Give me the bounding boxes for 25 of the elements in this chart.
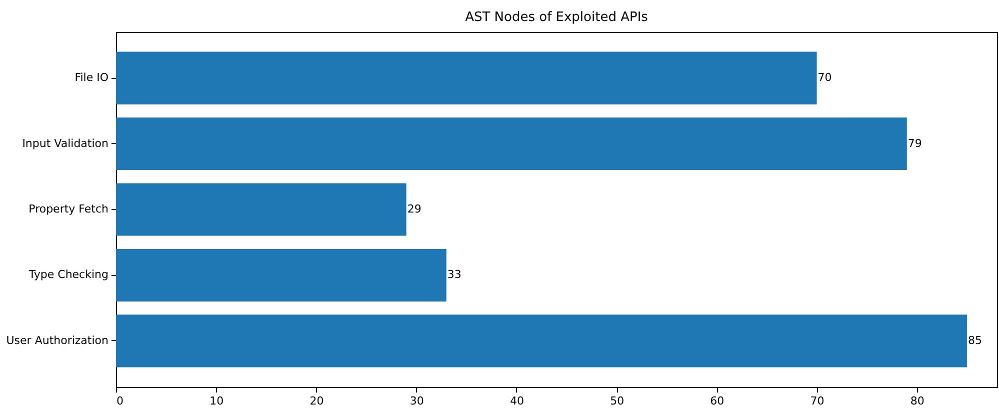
y-tick-label: Property Fetch <box>28 202 109 216</box>
data-label: 70 <box>818 71 832 84</box>
bar <box>116 52 817 104</box>
data-label: 33 <box>447 268 462 282</box>
bar <box>116 248 446 302</box>
x-tick-label: 50 <box>610 394 624 408</box>
data-label: 85 <box>968 334 982 347</box>
x-tick-label: 60 <box>710 394 724 408</box>
x-tick-label: 70 <box>810 394 824 408</box>
data-label: 29 <box>407 202 422 216</box>
y-tick-label: User Authorization <box>6 334 109 347</box>
x-tick-label: 10 <box>210 394 224 408</box>
x-tick-label: 0 <box>116 394 124 408</box>
x-tick-label: 80 <box>910 394 924 408</box>
data-label: 79 <box>908 136 922 150</box>
bar <box>116 117 907 170</box>
y-tick-label: File IO <box>74 71 109 84</box>
y-tick-label: Input Validation <box>22 136 109 150</box>
x-tick-label: 30 <box>410 394 424 408</box>
bar <box>116 314 967 368</box>
chart-title: AST Nodes of Exploited APIs <box>465 10 648 25</box>
x-tick-label: 40 <box>510 394 524 408</box>
y-tick-label: Type Checking <box>28 268 108 282</box>
bar <box>116 183 406 236</box>
x-tick-label: 20 <box>310 394 324 408</box>
